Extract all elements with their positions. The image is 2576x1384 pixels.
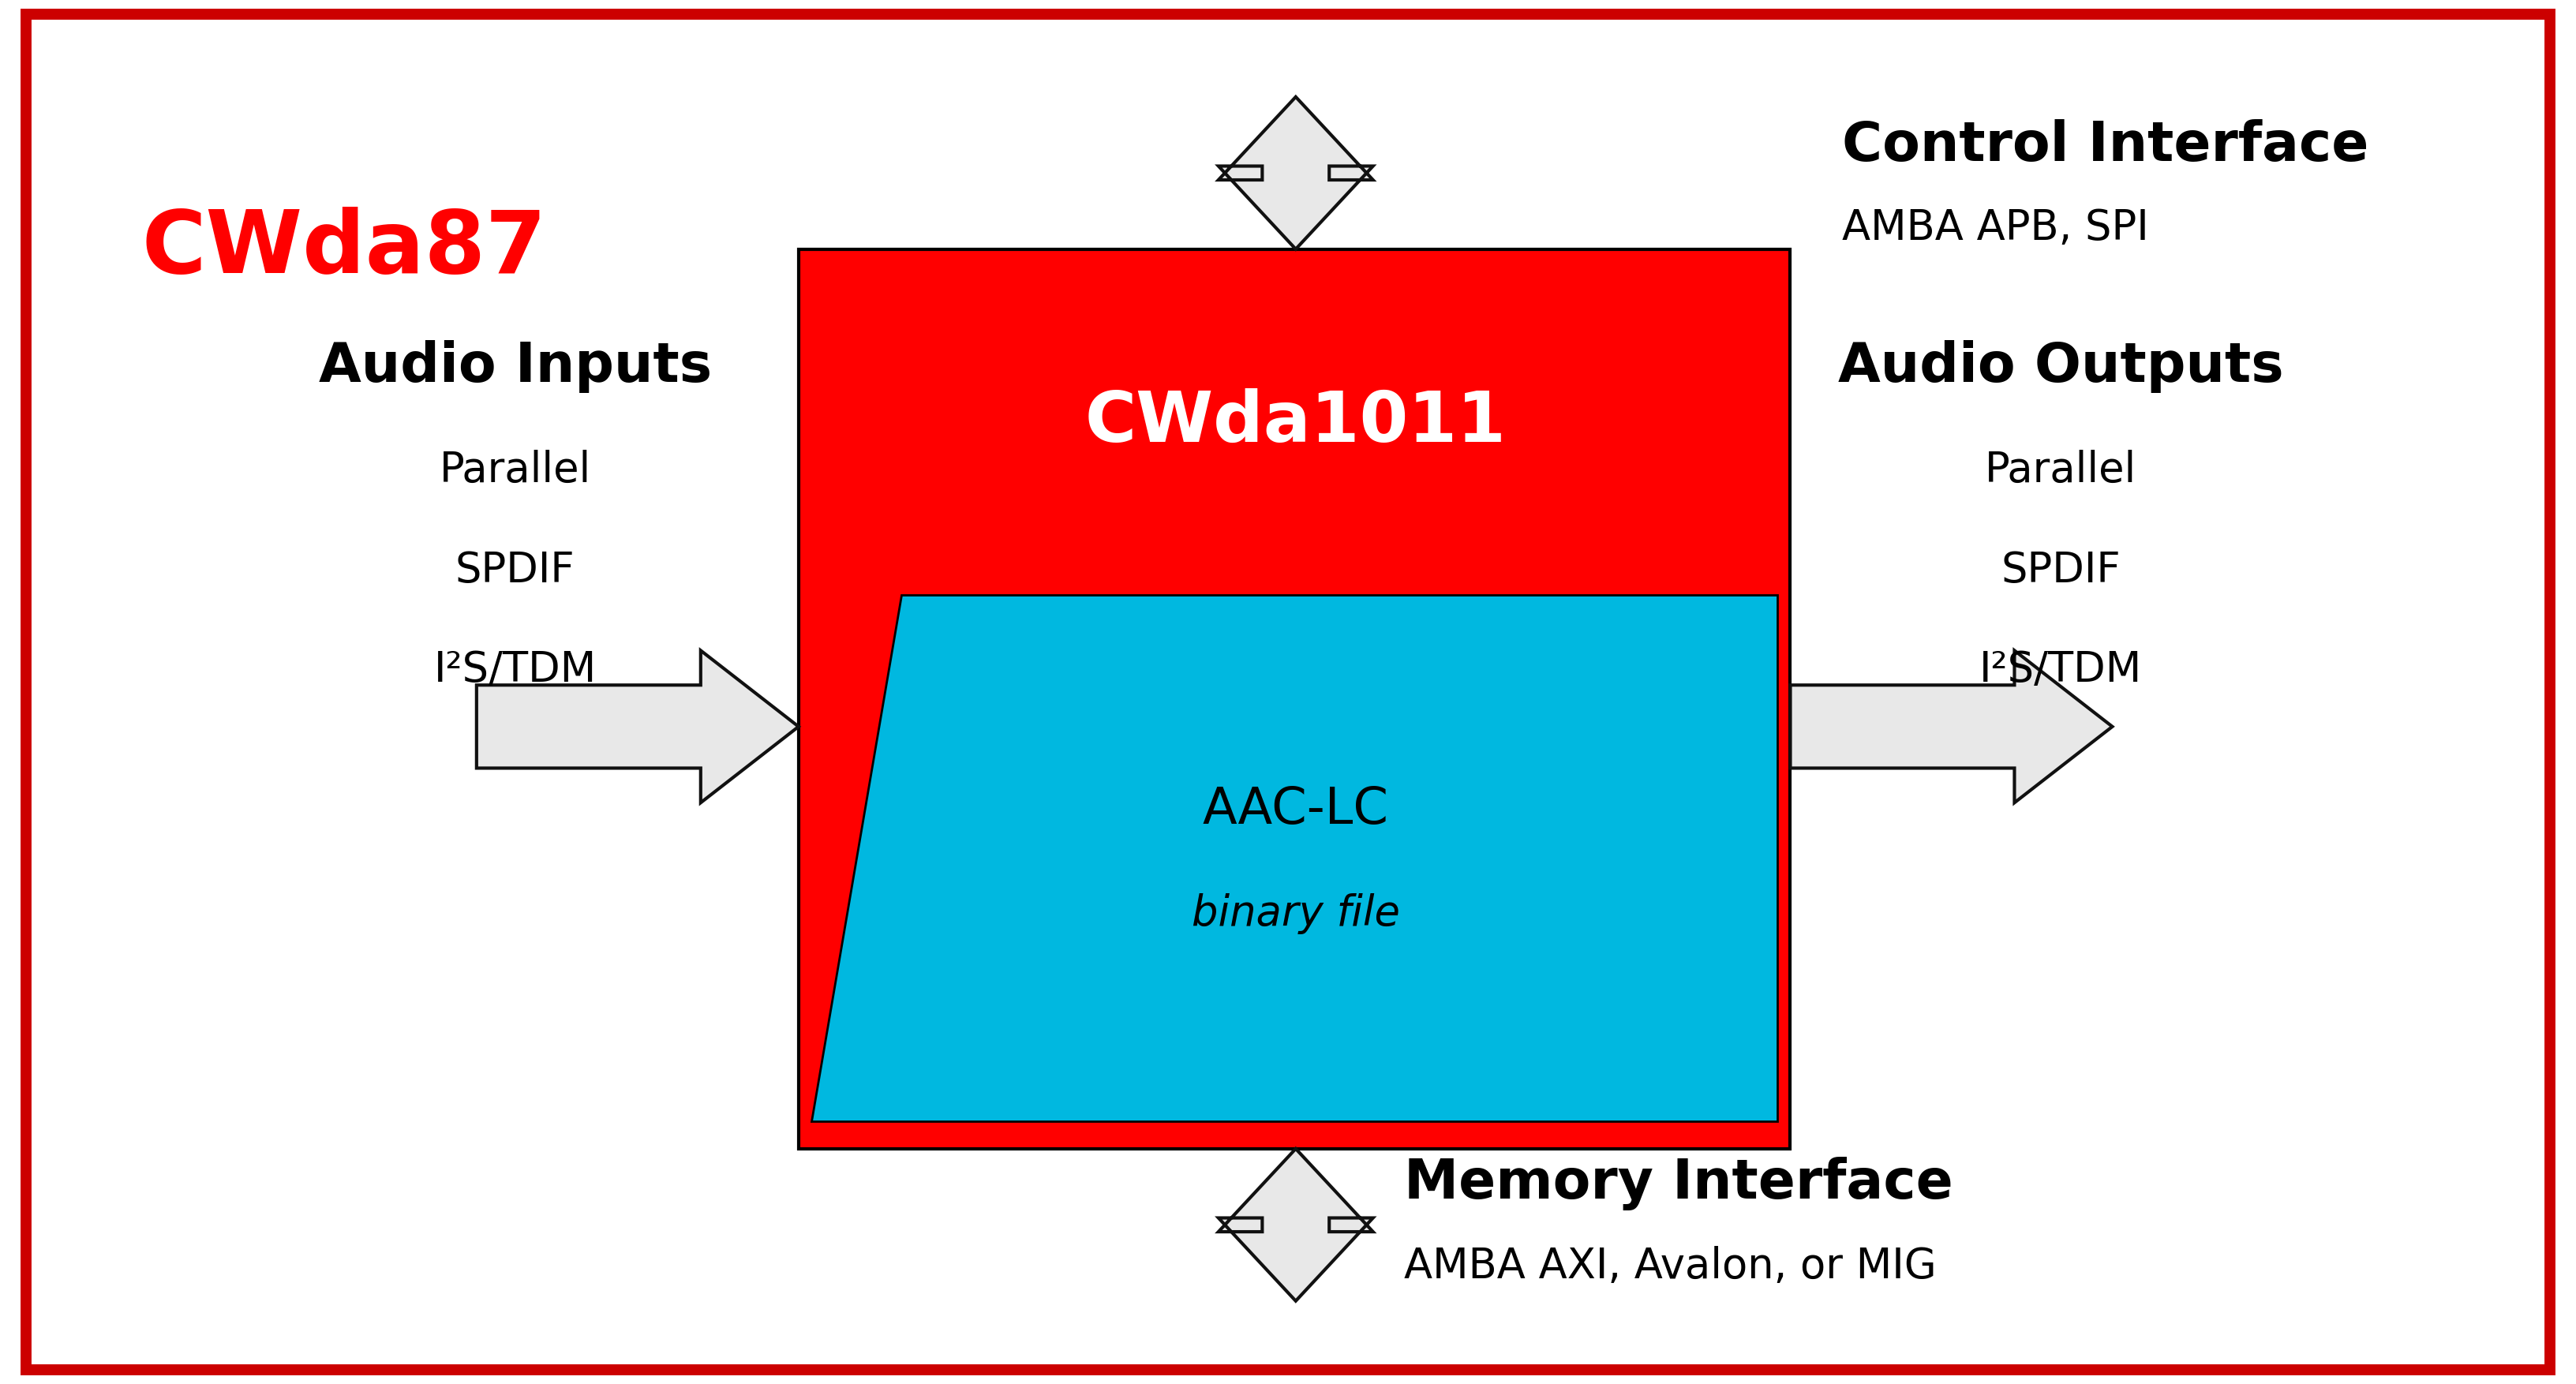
- Polygon shape: [1790, 650, 2112, 803]
- Polygon shape: [1218, 1149, 1373, 1301]
- Polygon shape: [477, 650, 799, 803]
- Text: I²S/TDM: I²S/TDM: [433, 649, 598, 691]
- Text: Parallel: Parallel: [1986, 450, 2136, 491]
- Text: Control Interface: Control Interface: [1842, 119, 2367, 172]
- Text: SPDIF: SPDIF: [2002, 549, 2120, 591]
- FancyBboxPatch shape: [26, 14, 2550, 1370]
- Text: Audio Inputs: Audio Inputs: [319, 340, 711, 393]
- Text: I²S/TDM: I²S/TDM: [1978, 649, 2143, 691]
- Text: AAC-LC: AAC-LC: [1203, 785, 1388, 835]
- Text: CWda1011: CWda1011: [1084, 388, 1507, 457]
- Text: Parallel: Parallel: [440, 450, 590, 491]
- Text: SPDIF: SPDIF: [456, 549, 574, 591]
- Text: CWda87: CWda87: [142, 206, 546, 292]
- Text: Audio Outputs: Audio Outputs: [1839, 340, 2282, 393]
- Text: binary file: binary file: [1193, 893, 1399, 934]
- Text: AMBA APB, SPI: AMBA APB, SPI: [1842, 208, 2148, 249]
- Polygon shape: [811, 595, 1777, 1121]
- Text: Memory Interface: Memory Interface: [1404, 1157, 1953, 1210]
- Polygon shape: [1218, 97, 1373, 249]
- Text: AMBA AXI, Avalon, or MIG: AMBA AXI, Avalon, or MIG: [1404, 1246, 1937, 1287]
- Bar: [799, 249, 1790, 1149]
